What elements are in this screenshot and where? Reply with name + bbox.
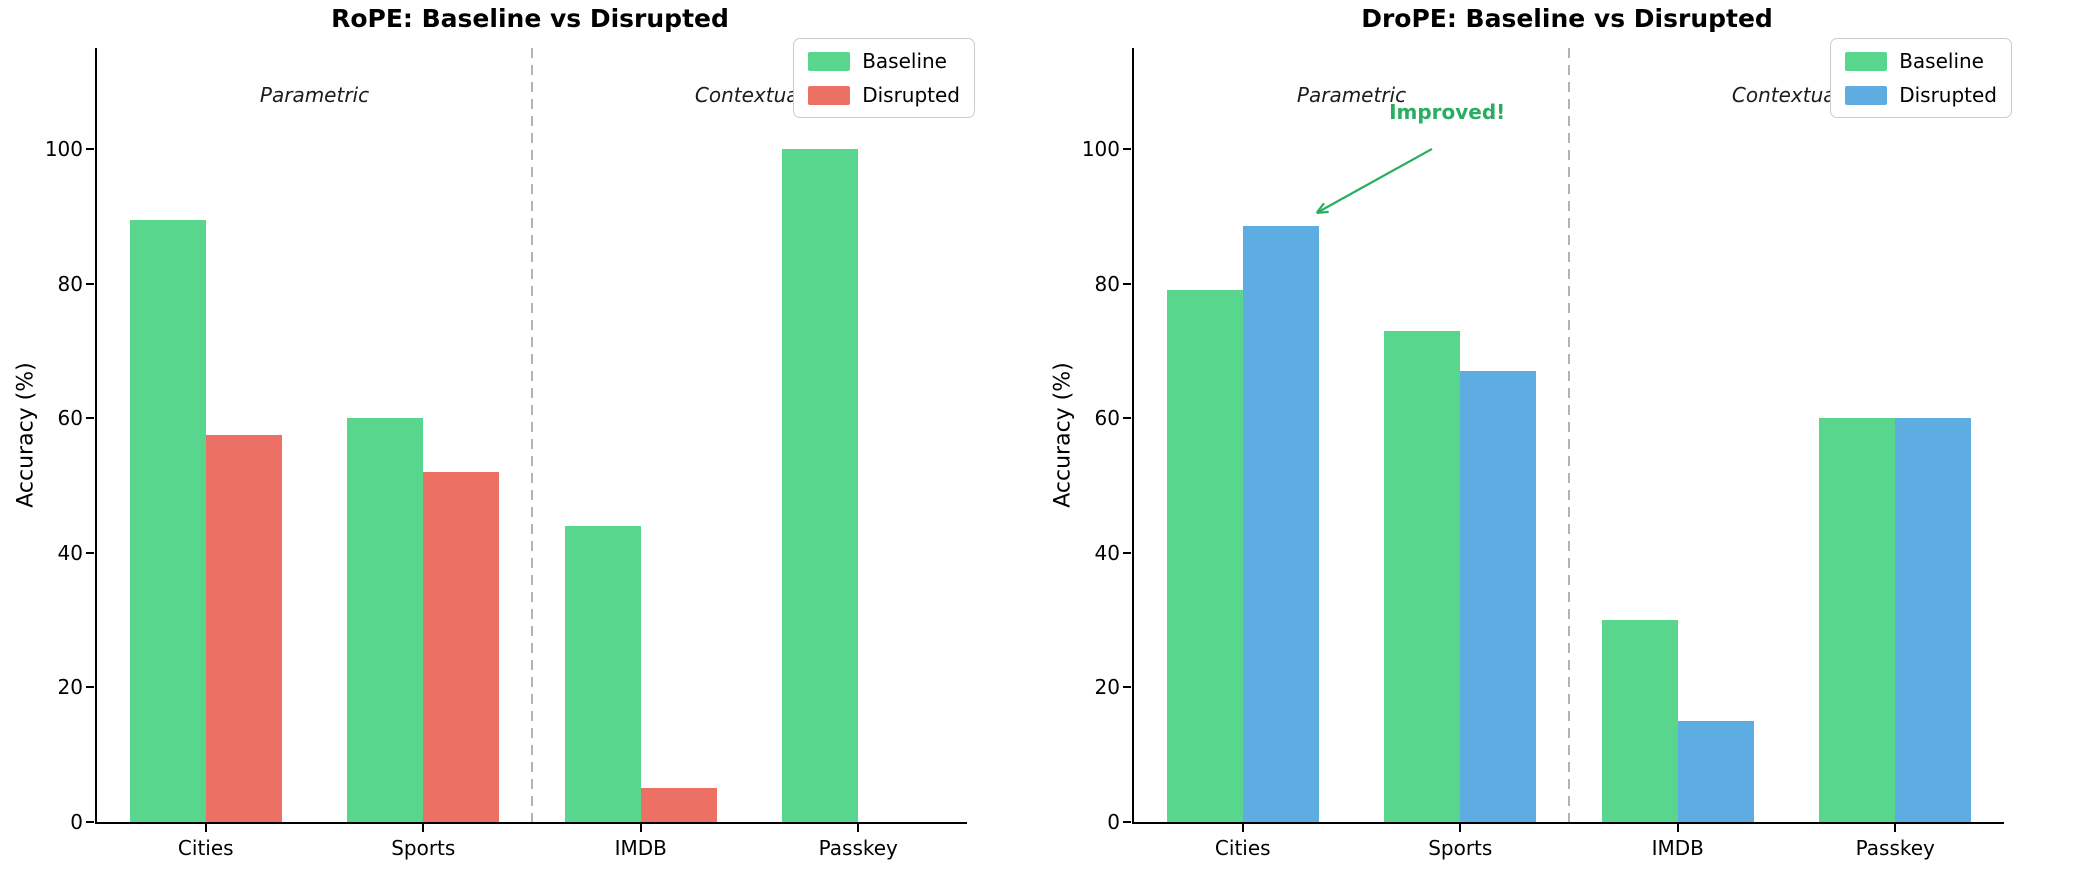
x-tick-label-imdb: IMDB	[1651, 836, 1704, 860]
y-tick-mark	[86, 417, 94, 420]
x-tick-mark	[422, 824, 425, 832]
chart-rope: RoPE: Baseline vs Disrupted Accuracy (%)…	[13, 4, 975, 860]
y-tick-mark	[86, 147, 94, 150]
legend-item-disrupted: Disrupted	[808, 83, 960, 107]
x-tick-mark	[1894, 824, 1897, 832]
x-tick-label-imdb: IMDB	[614, 836, 667, 860]
y-axis-label: Accuracy (%)	[13, 362, 39, 508]
x-tick-mark	[204, 824, 207, 832]
bar-baseline-imdb	[564, 525, 641, 822]
bar-disrupted-cities	[1242, 226, 1319, 822]
bar-disrupted-cities	[205, 435, 282, 822]
legend-swatch-disrupted	[1845, 85, 1888, 105]
legend-swatch-disrupted	[808, 85, 851, 105]
bar-disrupted-passkey	[1895, 418, 1972, 822]
y-tick-label: 40	[57, 540, 83, 565]
bar-baseline-cities	[129, 219, 206, 822]
bar-disrupted-sports	[423, 472, 500, 822]
legend-label-baseline: Baseline	[862, 49, 947, 73]
bar-disrupted-imdb	[1677, 721, 1754, 822]
y-tick-mark	[1123, 282, 1131, 285]
legend-label-disrupted: Disrupted	[1899, 83, 1997, 107]
x-tick-mark	[639, 824, 642, 832]
y-tick-label: 80	[1094, 271, 1120, 296]
chart-title: RoPE: Baseline vs Disrupted	[331, 4, 729, 33]
y-tick-label: 40	[1094, 540, 1120, 565]
chart-title: DroPE: Baseline vs Disrupted	[1361, 4, 1773, 33]
bar-disrupted-imdb	[640, 788, 717, 822]
annotation-improved-: Improved!	[1389, 99, 1506, 124]
legend-item-baseline: Baseline	[1845, 49, 1997, 73]
region-label-parametric: Parametric	[259, 83, 370, 108]
x-tick-label-sports: Sports	[391, 836, 456, 860]
y-tick-label: 100	[1081, 136, 1120, 161]
region-label-contextual: Contextual	[1731, 83, 1842, 108]
x-tick-mark	[1241, 824, 1244, 832]
legend-item-disrupted: Disrupted	[1845, 83, 1997, 107]
x-tick-label-cities: Cities	[1214, 836, 1271, 860]
x-tick-mark	[1459, 824, 1462, 832]
bar-baseline-passkey	[782, 148, 859, 822]
y-tick-mark	[1123, 147, 1131, 150]
legend-swatch-baseline	[808, 51, 851, 71]
x-tick-label-passkey: Passkey	[818, 836, 898, 860]
parametric-contextual-divider	[531, 48, 533, 822]
y-tick-mark	[1123, 821, 1131, 823]
legend-label-disrupted: Disrupted	[862, 83, 960, 107]
region-label-parametric: Parametric	[1296, 83, 1407, 108]
y-tick-mark	[86, 821, 94, 823]
y-tick-label: 60	[1094, 406, 1120, 431]
x-tick-label-sports: Sports	[1428, 836, 1493, 860]
bar-disrupted-sports	[1460, 371, 1537, 822]
parametric-contextual-divider	[1568, 48, 1570, 822]
y-tick-label: 0	[1107, 810, 1120, 834]
bar-baseline-sports	[347, 418, 424, 822]
y-tick-label: 100	[44, 136, 83, 161]
plot-area: Parametric Contextual 0 20 40 60 80 100 Cities Sp…	[45, 48, 967, 860]
x-tick-mark	[1676, 824, 1679, 832]
x-tick-label-cities: Cities	[177, 836, 234, 860]
bar-baseline-cities	[1166, 290, 1243, 822]
bar-baseline-passkey	[1819, 418, 1896, 822]
plot-area: Parametric Contextual 0 20 40 60 80 100 Cities Sp…	[1082, 48, 2004, 860]
bar-baseline-sports	[1384, 330, 1461, 822]
legend-item-baseline: Baseline	[808, 49, 960, 73]
region-label-contextual: Contextual	[694, 83, 805, 108]
x-tick-mark	[857, 824, 860, 832]
y-tick-mark	[1123, 686, 1131, 689]
y-tick-mark	[1123, 551, 1131, 554]
y-tick-label: 60	[57, 406, 83, 431]
chart-drope: DroPE: Baseline vs Disrupted Accuracy (%…	[1037, 0, 2075, 876]
y-tick-mark	[1123, 417, 1131, 420]
y-tick-mark	[86, 282, 94, 285]
y-axis-label: Accuracy (%)	[1050, 362, 1076, 508]
x-tick-label-passkey: Passkey	[1855, 836, 1935, 860]
bar-baseline-imdb	[1601, 620, 1678, 822]
y-tick-label: 20	[57, 675, 83, 700]
legend-label-baseline: Baseline	[1899, 49, 1984, 73]
y-tick-mark	[86, 551, 94, 554]
legend: Baseline Disrupted	[793, 38, 975, 118]
y-tick-mark	[86, 686, 94, 689]
y-tick-label: 0	[70, 810, 83, 834]
legend-swatch-baseline	[1845, 51, 1888, 71]
y-tick-label: 80	[57, 271, 83, 296]
legend: Baseline Disrupted	[1830, 38, 2012, 118]
y-tick-label: 20	[1094, 675, 1120, 700]
